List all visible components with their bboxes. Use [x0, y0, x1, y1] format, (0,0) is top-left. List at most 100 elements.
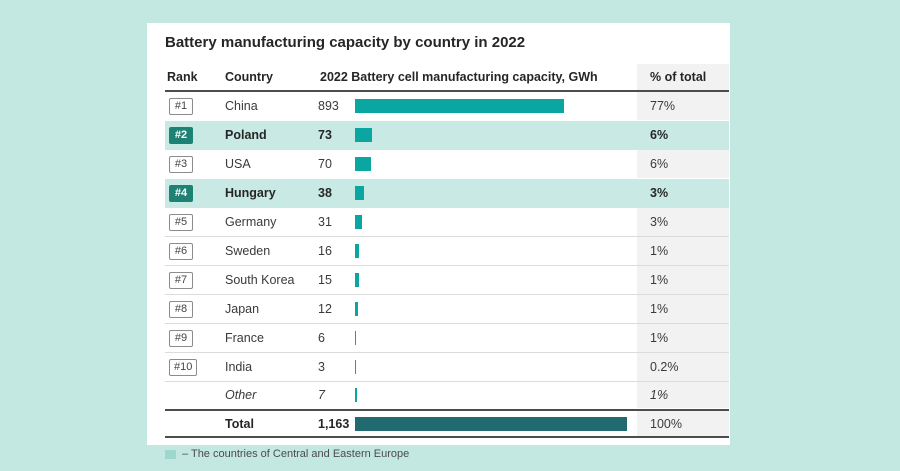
bar-cell [355, 295, 637, 323]
rank-badge: #5 [169, 213, 193, 231]
percent-cell: 6% [637, 150, 729, 178]
table-row: #8 Japan 12 1% [165, 295, 729, 324]
total-bar [355, 416, 627, 431]
bar-cell [355, 237, 637, 265]
total-row: Total 1,163 100% [165, 409, 729, 438]
bar [355, 273, 359, 287]
value-cell: 73 [318, 128, 332, 142]
header-percent: % of total [637, 64, 729, 90]
table-row: #1 China 893 77% [165, 92, 729, 121]
bar-cell [355, 266, 637, 294]
rank-cell: #10 [165, 353, 225, 381]
country-cell: China [225, 99, 258, 113]
country-cell: Sweden [225, 244, 271, 258]
table-row: Other 7 1% [165, 382, 729, 409]
rank-cell: #3 [165, 150, 225, 178]
percent-cell: 1% [637, 295, 729, 323]
country-cell: South Korea [225, 273, 295, 287]
percent-cell: 1% [637, 266, 729, 294]
rank-badge: #6 [169, 242, 193, 260]
table-row: #9 France 6 1% [165, 324, 729, 353]
total-label: Total [225, 416, 254, 431]
value-cell: 893 [318, 99, 339, 113]
rank-cell: #1 [165, 92, 225, 120]
table-row: #6 Sweden 16 1% [165, 237, 729, 266]
country-cell: Other [225, 388, 257, 402]
country-cell: Poland [225, 128, 267, 142]
bar-cell [355, 92, 637, 120]
rank-badge: #1 [169, 97, 193, 115]
bar-cell [355, 324, 637, 352]
bar [355, 99, 564, 113]
value-cell: 15 [318, 273, 332, 287]
bar [355, 244, 359, 258]
header-rank: Rank [167, 70, 198, 84]
total-percent: 100% [637, 411, 729, 436]
table-row: #10 India 3 0.2% [165, 353, 729, 382]
bar [355, 360, 356, 374]
bar [355, 388, 357, 402]
bar-cell [355, 208, 637, 236]
total-rank-spacer [165, 411, 225, 436]
value-cell: 16 [318, 244, 332, 258]
percent-cell: 3% [650, 186, 669, 200]
bar-cell [355, 121, 637, 149]
header-capacity: 2022 Battery cell manufacturing capacity… [320, 70, 598, 84]
legend-swatch-icon [165, 449, 176, 459]
value-cell: 31 [318, 215, 332, 229]
legend: – The countries of Central and Eastern E… [165, 448, 730, 460]
bar [355, 128, 373, 142]
rank-cell [165, 382, 225, 408]
percent-cell: 0.2% [637, 353, 729, 381]
country-cell: Japan [225, 302, 260, 316]
percent-cell: 3% [637, 208, 729, 236]
table-row: #5 Germany 31 3% [165, 208, 729, 237]
table-rows: #1 China 893 77% #2 Poland 73 6% #3 USA … [165, 92, 729, 409]
bar [355, 215, 363, 229]
value-cell: 6 [318, 331, 325, 345]
value-cell: 3 [318, 360, 325, 374]
rank-cell: #9 [165, 324, 225, 352]
legend-label: – The countries of Central and Eastern E… [182, 448, 410, 460]
table-row: #2 Poland 73 6% [165, 121, 729, 150]
percent-cell: 77% [637, 92, 729, 120]
rank-badge: #3 [169, 155, 193, 173]
rank-badge: #10 [169, 358, 198, 376]
rank-cell: #5 [165, 208, 225, 236]
bar [355, 186, 364, 200]
bar-cell [355, 353, 637, 381]
capacity-table: Rank Country 2022 Battery cell manufactu… [165, 64, 729, 438]
table-row: #3 USA 70 6% [165, 150, 729, 179]
country-cell: France [225, 331, 264, 345]
percent-cell: 1% [637, 382, 729, 408]
total-value: 1,163 [318, 416, 350, 431]
country-cell: India [225, 360, 253, 374]
table-row: #7 South Korea 15 1% [165, 266, 729, 295]
percent-cell: 6% [650, 128, 669, 142]
chart-card: Battery manufacturing capacity by countr… [147, 23, 730, 460]
value-cell: 12 [318, 302, 332, 316]
value-cell: 38 [318, 186, 332, 200]
bar [355, 302, 358, 316]
rank-cell: #4 [165, 179, 225, 207]
bar [355, 157, 372, 171]
rank-cell: #8 [165, 295, 225, 323]
percent-cell: 1% [637, 324, 729, 352]
country-cell: Hungary [225, 186, 276, 200]
rank-badge: #9 [169, 329, 193, 347]
bar [355, 331, 357, 345]
rank-badge: #4 [169, 184, 193, 202]
total-bar-cell [355, 411, 637, 436]
country-cell: USA [225, 157, 251, 171]
percent-cell: 1% [637, 237, 729, 265]
rank-badge: #7 [169, 271, 193, 289]
rank-badge: #8 [169, 300, 193, 318]
table-row: #4 Hungary 38 3% [165, 179, 729, 208]
bar-cell [355, 179, 637, 207]
rank-cell: #6 [165, 237, 225, 265]
bar-cell [355, 382, 637, 408]
header-country: Country [225, 70, 273, 84]
rank-cell: #7 [165, 266, 225, 294]
rank-badge: #2 [169, 126, 193, 144]
